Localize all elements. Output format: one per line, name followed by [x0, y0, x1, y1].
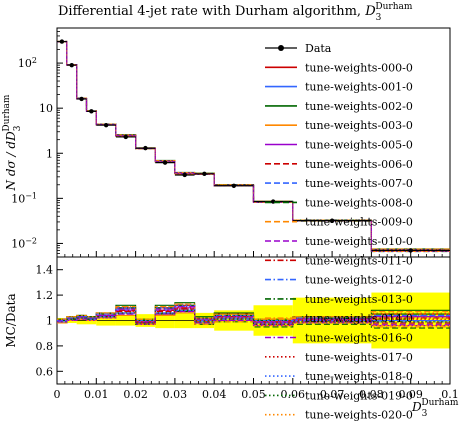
legend-label-8: tune-weights-008-0 [305, 196, 413, 209]
legend-label-12: tune-weights-012-0 [305, 274, 413, 287]
legend-label-2: tune-weights-001-0 [305, 81, 413, 94]
x-tick-label: 0.01 [84, 388, 109, 401]
data-point-9 [202, 171, 207, 177]
x-tick-label: 0.04 [202, 388, 227, 401]
x-axis-label: D3Durham [411, 398, 459, 419]
data-point-12 [329, 218, 335, 223]
y-tick-label-main: 10 [39, 102, 53, 115]
legend-label-7: tune-weights-007-0 [305, 177, 413, 190]
x-tick-label: 0.06 [281, 388, 306, 401]
x-tick-label: 0 [54, 388, 61, 401]
y-tick-label-main: 1 [46, 147, 53, 160]
data-point-10 [231, 183, 237, 188]
data-point-7 [162, 160, 168, 165]
y-axis-label-ratio: MC/Data [4, 293, 18, 347]
x-tick-label: 0.05 [241, 388, 266, 401]
data-point-2 [79, 96, 84, 102]
series-line-ratio-tune-weights-021-0 [57, 311, 450, 327]
legend-label-10: tune-weights-010-0 [305, 235, 413, 248]
y-tick-label-main: 10−1 [11, 191, 37, 206]
legend: Data tune-weights-000-0 tune-weights-001-0… [265, 42, 413, 421]
legend-label-0: Data [305, 42, 332, 55]
data-point-4 [103, 122, 109, 128]
y-tick-label-ratio: 1.4 [36, 264, 54, 277]
data-point-6 [143, 145, 148, 151]
data-point-8 [182, 172, 187, 178]
legend-label-5: tune-weights-005-0 [305, 139, 413, 152]
legend-marker-data [278, 45, 284, 51]
legend-label-3: tune-weights-002-0 [305, 100, 413, 113]
legend-label-18: tune-weights-019-0 [305, 389, 413, 402]
legend-label-1: tune-weights-000-0 [305, 61, 413, 74]
data-point-5 [123, 134, 128, 140]
y-axis-label-main: N dσ / dD3Durham [2, 94, 23, 191]
data-point-13 [408, 248, 413, 253]
data-point-1 [69, 62, 74, 68]
data-point-0 [59, 39, 65, 44]
legend-label-14: tune-weights-014-0 [305, 312, 413, 325]
x-tick-label: 0.02 [123, 388, 148, 401]
legend-label-11: tune-weights-011-0 [305, 254, 413, 267]
x-tick-label: 0.08 [359, 388, 384, 401]
legend-label-19: tune-weights-020-0 [305, 409, 413, 421]
legend-label-15: tune-weights-016-0 [305, 332, 413, 345]
legend-label-17: tune-weights-018-0 [305, 370, 413, 383]
series-line-ratio-tune-weights-020-0 [57, 303, 450, 320]
y-tick-label-ratio: 1 [46, 315, 53, 328]
legend-label-13: tune-weights-013-0 [305, 293, 413, 306]
data-points [57, 39, 450, 253]
x-tick-label: 0.1 [441, 388, 459, 401]
y-tick-label-main: 102 [18, 56, 37, 71]
y-tick-label-ratio: 0.8 [36, 340, 54, 353]
data-point-3 [89, 109, 94, 114]
x-tick-label: 0.09 [398, 388, 423, 401]
chart-title: Differential 4-jet rate with Durham algo… [58, 2, 413, 23]
legend-label-16: tune-weights-017-0 [305, 351, 413, 364]
legend-label-6: tune-weights-006-0 [305, 158, 413, 171]
x-tick-label: 0.03 [163, 388, 188, 401]
legend-label-4: tune-weights-003-0 [305, 119, 413, 132]
y-tick-label-ratio: 1.2 [36, 289, 54, 302]
series-line-ratio-tune-weights-019-0 [57, 309, 450, 325]
x-tick-label: 0.07 [320, 388, 345, 401]
legend-label-9: tune-weights-009-0 [305, 216, 413, 229]
y-tick-label-ratio: 0.6 [36, 365, 54, 378]
y-tick-label-main: 10−2 [11, 236, 37, 251]
